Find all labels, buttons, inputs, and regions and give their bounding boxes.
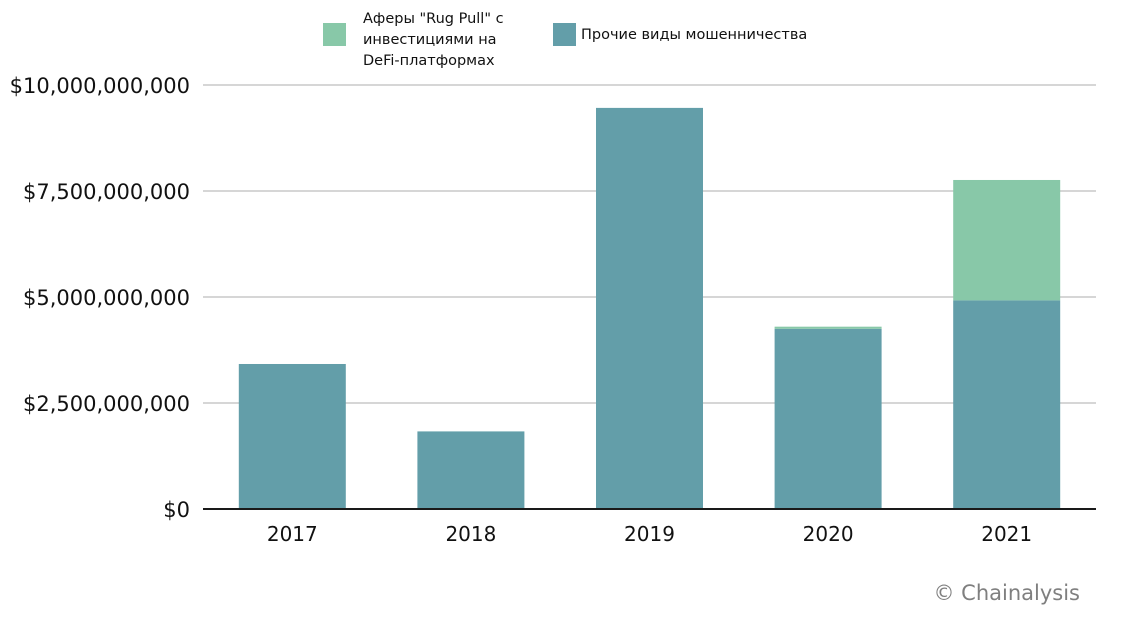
legend-swatch-rug-pull xyxy=(323,23,346,46)
x-tick-label: 2019 xyxy=(624,522,675,546)
legend: Аферы "Rug Pull" с инвестициями на DeFi-пл… xyxy=(323,11,807,69)
x-tick-label: 2018 xyxy=(445,522,496,546)
x-tick-label: 2020 xyxy=(803,522,854,546)
x-tick-label: 2017 xyxy=(267,522,318,546)
bar-2018-other-scams xyxy=(417,431,525,509)
y-tick-label: $10,000,000,000 xyxy=(10,74,190,98)
y-tick-label: $5,000,000,000 xyxy=(23,286,190,310)
bar-2020-rug-pull xyxy=(774,326,882,329)
legend-label-other-scams: Прочие виды мошенничества xyxy=(581,27,807,43)
y-tick-label: $7,500,000,000 xyxy=(23,180,190,204)
bar-2021-rug-pull xyxy=(953,179,1061,301)
x-tick-label: 2021 xyxy=(981,522,1032,546)
y-tick-label: $0 xyxy=(163,498,190,522)
bar-2020-other-scams xyxy=(774,328,882,509)
legend-label-rug-pull: Аферы "Rug Pull" с инвестициями на DeFi-пл… xyxy=(363,11,504,69)
bar-2021-other-scams xyxy=(953,300,1061,509)
axes: $0 $2,500,000,000 $5,000,000,000 $7,500,000… xyxy=(10,74,1096,546)
bar-2019-other-scams xyxy=(596,107,703,510)
source-credit: © Chainalysis xyxy=(933,581,1080,605)
y-tick-label: $2,500,000,000 xyxy=(23,392,190,416)
bar-2017-other-scams xyxy=(238,363,346,509)
bars xyxy=(238,107,1061,510)
legend-swatch-other-scams xyxy=(553,23,576,46)
